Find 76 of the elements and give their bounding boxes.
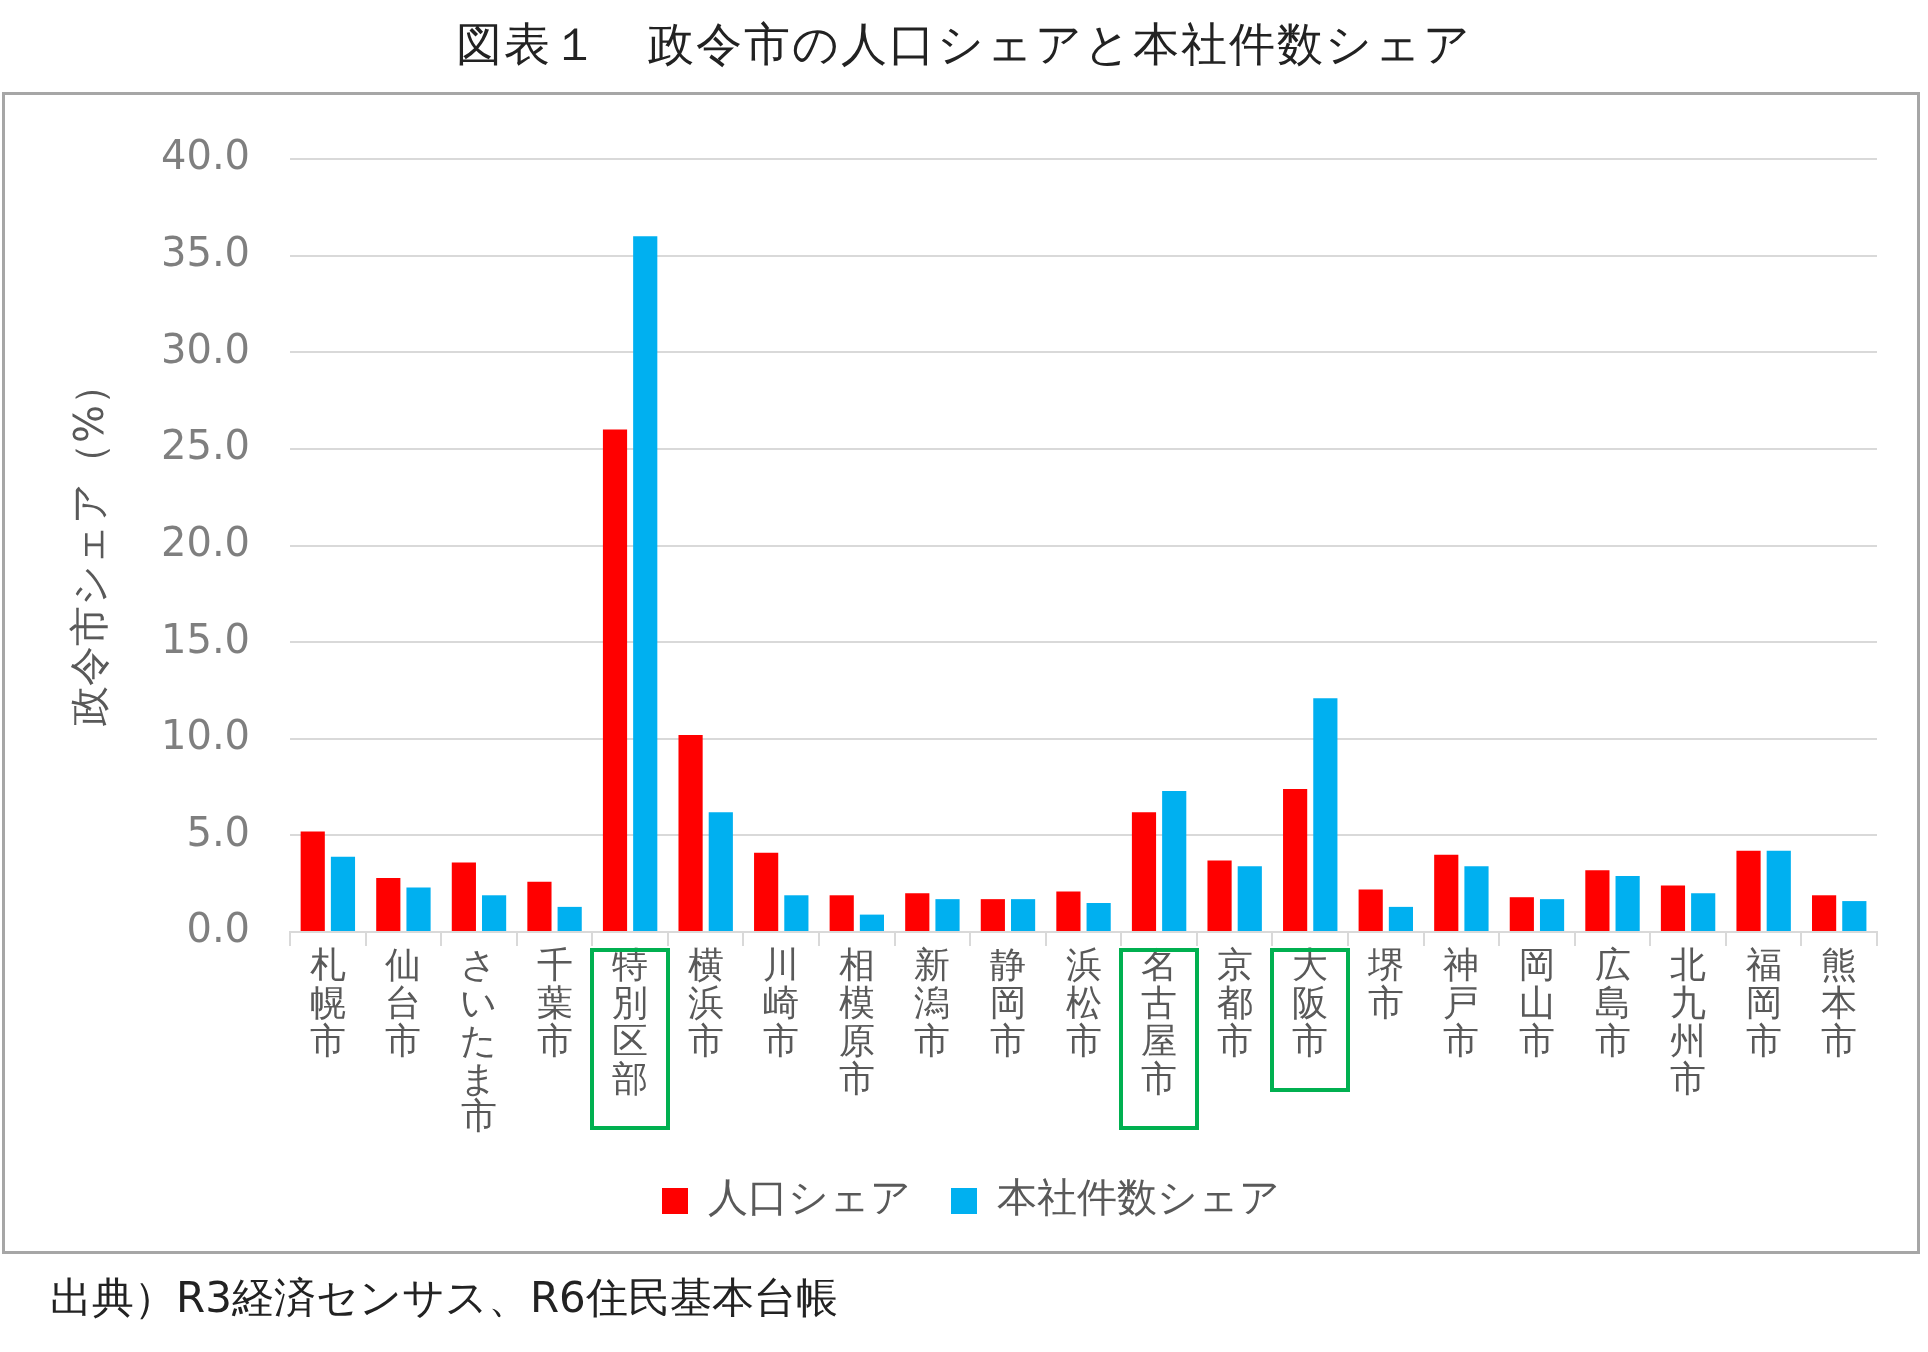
bar [300, 831, 325, 931]
bar [1358, 889, 1383, 931]
bar [1539, 899, 1565, 931]
y-tick-label: 25.0 [161, 422, 251, 469]
y-tick-label: 15.0 [161, 615, 251, 662]
bar [633, 236, 658, 931]
x-tick-label: 新潟市 [914, 944, 951, 1061]
x-tick-label: 浜松市 [1065, 944, 1102, 1061]
x-tick-label: 福岡市 [1745, 944, 1782, 1061]
bar [1388, 906, 1414, 931]
bar [406, 887, 431, 931]
bar [1313, 698, 1338, 931]
bar [376, 877, 401, 931]
bar [602, 429, 628, 931]
bar [557, 906, 582, 931]
y-axis-title: 政令市シェア（%） [66, 364, 113, 727]
y-tick-label: 0.0 [186, 905, 251, 952]
x-tick-label: 熊本市 [1821, 944, 1858, 1061]
x-tick-label: 千葉市 [536, 944, 573, 1061]
source-note: 出典）R3経済センサス、R6住民基本台帳 [50, 1272, 838, 1324]
x-tick-label: 広島市 [1594, 944, 1631, 1061]
y-tick-label: 20.0 [161, 518, 251, 565]
bar [905, 893, 930, 931]
bar [935, 899, 960, 931]
x-tick-label: 神戸市 [1443, 944, 1480, 1061]
bar [1162, 790, 1187, 931]
bar [859, 914, 885, 931]
bar [678, 734, 703, 931]
x-tick-label: 北九州市 [1670, 944, 1707, 1099]
x-tick-label: 相模原市 [838, 944, 875, 1099]
legend-label: 本社件数シェア [997, 1174, 1280, 1221]
chart-title: 図表１ 政令市の人口シェアと本社件数シェア [455, 16, 1473, 73]
x-tick-label: 静岡市 [989, 944, 1026, 1061]
bar [482, 895, 507, 931]
y-tick-label: 30.0 [161, 325, 251, 372]
bar [1283, 789, 1308, 931]
bar [1509, 897, 1534, 931]
bar [1207, 860, 1232, 931]
y-tick-label: 10.0 [161, 712, 251, 759]
bar [1086, 903, 1111, 931]
x-tick-label: 横浜市 [687, 944, 724, 1061]
y-tick-label: 40.0 [161, 132, 251, 179]
bar [1615, 875, 1640, 931]
bar [451, 862, 476, 931]
bar [1464, 866, 1489, 931]
bar [1736, 850, 1761, 931]
bar [1131, 812, 1157, 931]
bar [527, 881, 552, 931]
x-tick-label: 京都市 [1216, 944, 1253, 1061]
bar [1237, 866, 1262, 931]
x-tick-label: 札幌市 [309, 944, 346, 1061]
x-tick-label: 岡山市 [1518, 944, 1555, 1061]
bar [1056, 891, 1081, 931]
bar [754, 852, 779, 931]
x-tick-label: 特別区部 [612, 944, 649, 1099]
y-tick-label: 35.0 [161, 229, 251, 276]
bar [330, 856, 356, 931]
bar [784, 895, 809, 931]
bar [1434, 854, 1459, 931]
bar [1660, 885, 1686, 931]
bar [708, 812, 733, 931]
bar [1010, 899, 1036, 931]
y-tick-label: 5.0 [186, 808, 251, 855]
bar [980, 899, 1005, 931]
x-tick-label: 堺市 [1366, 944, 1404, 1024]
bar [1812, 895, 1837, 931]
bar [1585, 870, 1610, 931]
x-tick-label: 川崎市 [763, 944, 800, 1061]
x-tick-label: さいたま市 [460, 944, 498, 1137]
bar [1766, 850, 1791, 931]
bar [1842, 901, 1867, 931]
x-tick-label: 仙台市 [385, 944, 422, 1061]
bar [829, 895, 854, 931]
x-tick-label: 名古屋市 [1141, 944, 1178, 1099]
legend-label: 人口シェア [708, 1174, 911, 1221]
bar [1691, 893, 1716, 931]
